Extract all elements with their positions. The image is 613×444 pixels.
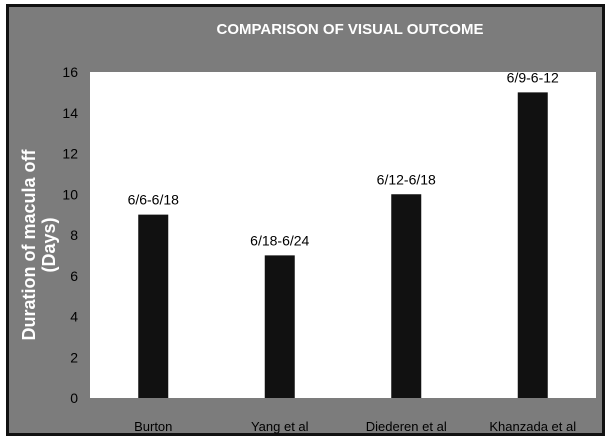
y-axis-ticks: 0 2 4 6 8 10 12 14 16 <box>62 64 78 406</box>
x-tick-label: Yang et al <box>251 419 309 434</box>
x-tick-label: Burton <box>134 419 172 434</box>
y-tick-label: 4 <box>70 309 78 325</box>
y-tick-label: 10 <box>62 186 78 202</box>
bar-khanzada-et-al <box>517 92 548 398</box>
y-tick-label: 6 <box>70 268 78 284</box>
x-axis-ticks: Burton Yang et al Diederen et al Khanzada e… <box>134 419 576 434</box>
y-axis-label: Duration of macula off(Days) <box>19 148 59 340</box>
data-label: 6/12-6/18 <box>377 171 436 187</box>
y-tick-label: 16 <box>62 64 78 80</box>
y-axis-label-line: (Days) <box>39 217 59 272</box>
data-label: 6/6-6/18 <box>128 192 180 208</box>
data-label: 6/9-6-12 <box>507 69 559 85</box>
y-tick-label: 8 <box>70 227 78 243</box>
x-tick-label: Khanzada et al <box>489 419 576 434</box>
data-labels: 6/6-6/18 6/18-6/24 6/12-6/18 6/9-6-12 <box>128 69 559 248</box>
y-axis-label-line: Duration of macula off <box>19 148 39 340</box>
x-tick-label: Diederen et al <box>366 419 447 434</box>
y-tick-label: 14 <box>62 105 78 121</box>
y-tick-label: 2 <box>70 349 78 365</box>
bar-burton <box>138 214 169 398</box>
data-label: 6/18-6/24 <box>250 232 309 248</box>
chart-title: COMPARISON OF VISUAL OUTCOME <box>217 21 484 38</box>
bar-series <box>138 92 548 398</box>
plot-area <box>90 72 596 398</box>
y-tick-label: 0 <box>70 390 78 406</box>
bar-yang-et-al <box>264 255 295 398</box>
bar-diederen-et-al <box>391 194 422 398</box>
y-tick-label: 12 <box>62 146 78 162</box>
